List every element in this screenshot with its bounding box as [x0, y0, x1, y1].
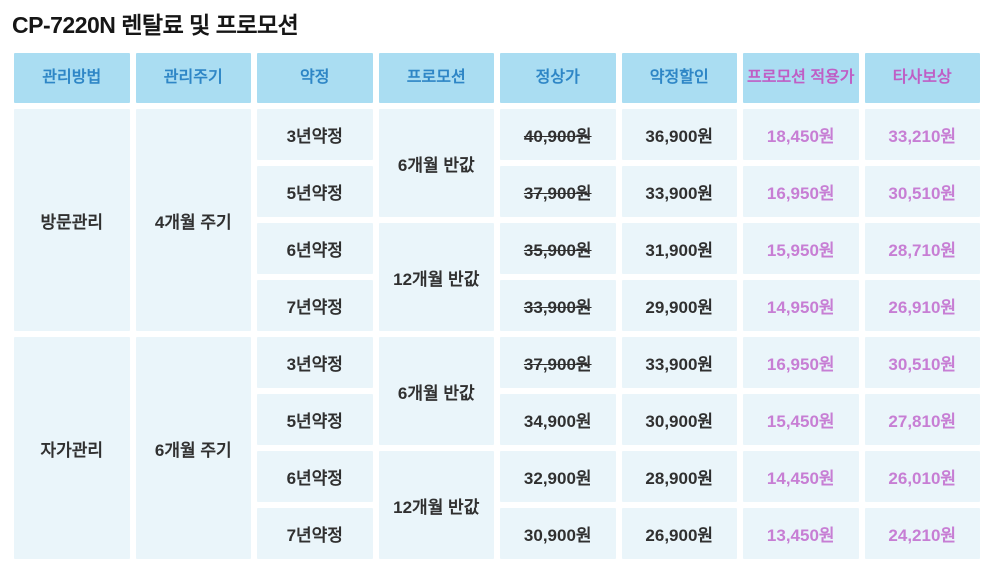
- cell-compensation: 33,210원: [864, 109, 980, 160]
- col-header-term: 약정: [257, 53, 373, 103]
- cell-promo-price: 13,450원: [743, 508, 859, 559]
- col-header-method: 관리방법: [14, 53, 130, 103]
- col-header-promo-price: 프로모션 적용가: [743, 53, 859, 103]
- table-row: 자가관리 6개월 주기 3년약정 6개월 반값 37,900원 33,900원 …: [14, 337, 980, 559]
- pricing-table: 관리방법 관리주기 약정 프로모션 정상가 약정할인 프로모션 적용가 타사보상…: [8, 47, 986, 565]
- col-header-normal-price: 정상가: [500, 53, 616, 103]
- cell-discount-price: 33,900원: [621, 337, 737, 388]
- cell-normal-price: 37,900원: [500, 166, 616, 217]
- cell-method: 방문관리: [14, 109, 130, 331]
- cell-promotion: 6개월 반값: [378, 109, 494, 217]
- cell-compensation: 30,510원: [864, 166, 980, 217]
- header-row: 관리방법 관리주기 약정 프로모션 정상가 약정할인 프로모션 적용가 타사보상: [14, 53, 980, 103]
- cell-compensation: 26,010원: [864, 451, 980, 502]
- table-row: 6년약정 12개월 반값 35,900원 31,900원 15,950원 28,…: [14, 223, 980, 331]
- cell-discount-price: 30,900원: [621, 394, 737, 445]
- cell-term: 5년약정: [257, 166, 373, 217]
- cell-normal-price: 32,900원: [500, 451, 616, 502]
- cell-term: 5년약정: [257, 394, 373, 445]
- table-row: 6년약정 12개월 반값 32,900원 28,900원 14,450원 26,…: [14, 451, 980, 559]
- cell-term: 6년약정: [257, 451, 373, 502]
- col-header-compensation: 타사보상: [864, 53, 980, 103]
- cell-normal-price: 40,900원: [500, 109, 616, 160]
- cell-promo-price: 15,450원: [743, 394, 859, 445]
- cell-compensation: 30,510원: [864, 337, 980, 388]
- cell-promo-price: 15,950원: [743, 223, 859, 274]
- cell-discount-price: 28,900원: [621, 451, 737, 502]
- cell-method: 자가관리: [14, 337, 130, 559]
- cell-term: 7년약정: [257, 508, 373, 559]
- cell-normal-price: 34,900원: [500, 394, 616, 445]
- cell-promo-price: 14,450원: [743, 451, 859, 502]
- cell-discount-price: 29,900원: [621, 280, 737, 331]
- page-title: CP-7220N 렌탈료 및 프로모션: [12, 12, 299, 38]
- cell-discount-price: 31,900원: [621, 223, 737, 274]
- cell-compensation: 26,910원: [864, 280, 980, 331]
- cell-cycle: 4개월 주기: [135, 109, 251, 331]
- cell-normal-price: 30,900원: [500, 508, 616, 559]
- col-header-cycle: 관리주기: [135, 53, 251, 103]
- table-row: 7년약정 33,900원 29,900원 14,950원 26,910원: [14, 280, 980, 331]
- cell-promo-price: 14,950원: [743, 280, 859, 331]
- cell-compensation: 27,810원: [864, 394, 980, 445]
- cell-promo-price: 18,450원: [743, 109, 859, 160]
- cell-term: 3년약정: [257, 109, 373, 160]
- cell-term: 6년약정: [257, 223, 373, 274]
- cell-normal-price: 35,900원: [500, 223, 616, 274]
- cell-discount-price: 36,900원: [621, 109, 737, 160]
- col-header-contract-discount: 약정할인: [621, 53, 737, 103]
- table-row: 5년약정 34,900원 30,900원 15,450원 27,810원: [14, 394, 980, 445]
- table-row: 7년약정 30,900원 26,900원 13,450원 24,210원: [14, 508, 980, 559]
- cell-promo-price: 16,950원: [743, 337, 859, 388]
- cell-discount-price: 26,900원: [621, 508, 737, 559]
- table-row: 방문관리 4개월 주기 3년약정 6개월 반값 40,900원 36,900원 …: [14, 109, 980, 331]
- col-header-promotion: 프로모션: [378, 53, 494, 103]
- cell-compensation: 28,710원: [864, 223, 980, 274]
- cell-term: 7년약정: [257, 280, 373, 331]
- cell-discount-price: 33,900원: [621, 166, 737, 217]
- cell-promotion: 12개월 반값: [378, 451, 494, 559]
- cell-promotion: 6개월 반값: [378, 337, 494, 445]
- table-row: 5년약정 37,900원 33,900원 16,950원 30,510원: [14, 166, 980, 217]
- cell-term: 3년약정: [257, 337, 373, 388]
- cell-cycle: 6개월 주기: [135, 337, 251, 559]
- cell-compensation: 24,210원: [864, 508, 980, 559]
- cell-promo-price: 16,950원: [743, 166, 859, 217]
- cell-normal-price: 37,900원: [500, 337, 616, 388]
- cell-normal-price: 33,900원: [500, 280, 616, 331]
- cell-promotion: 12개월 반값: [378, 223, 494, 331]
